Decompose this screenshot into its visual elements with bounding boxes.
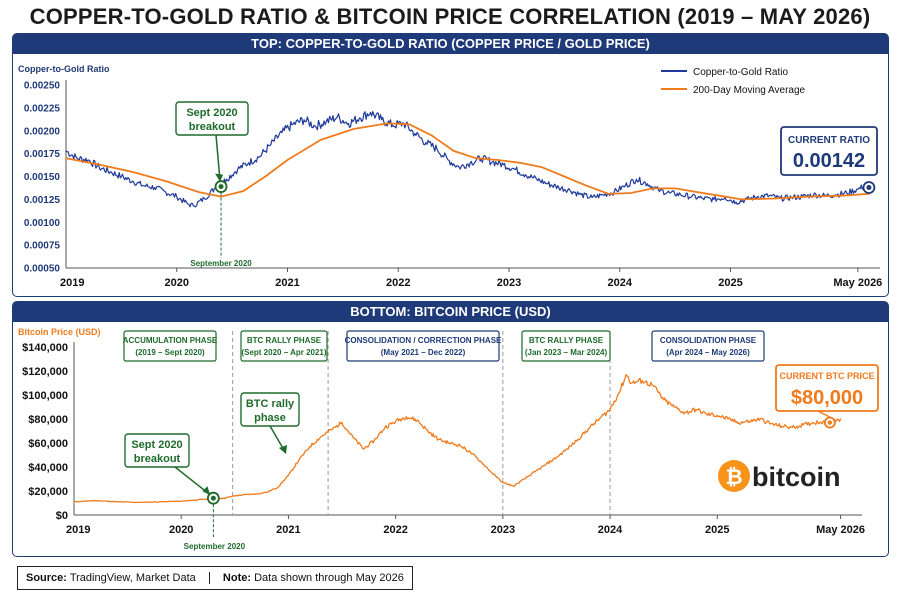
btc-x-tick-label: 2024 <box>598 524 623 536</box>
btc-x-tick-label: 2022 <box>383 524 407 536</box>
ratio-y-tick-label: 0.00175 <box>24 149 61 160</box>
current-ratio-callout-box <box>780 126 878 176</box>
ratio-x-tick-label: 2025 <box>718 277 742 289</box>
btc-breakout-callout-text-0: Sept 2020 <box>131 439 182 451</box>
source-label: Source: <box>26 572 67 584</box>
source-value: TradingView, Market Data <box>69 572 196 584</box>
btc-x-tick-label: 2023 <box>491 524 515 536</box>
page-title: COPPER-TO-GOLD RATIO & BITCOIN PRICE COR… <box>29 4 871 29</box>
note-value: Data shown through May 2026 <box>254 572 404 584</box>
bitcoin-logo-text: bitcoin <box>752 462 841 492</box>
moving-average-line <box>65 122 870 201</box>
current-btc-callout-box <box>775 364 879 412</box>
btc-breakout-callout-text-1: breakout <box>134 453 181 465</box>
ratio-y-tick-label: 0.00075 <box>24 241 61 252</box>
phase-box <box>123 330 217 362</box>
btc-breakout-date: September 2020 <box>184 542 246 551</box>
ratio-series-line <box>65 110 870 208</box>
current-ratio-marker-center <box>866 184 872 190</box>
ratio-x-tick-label: 2024 <box>607 277 632 289</box>
footer-divider <box>208 572 210 585</box>
btc-y-axis-label: Bitcoin Price (USD) <box>18 327 101 337</box>
ratio-y-tick-label: 0.00100 <box>24 218 61 229</box>
phase-box <box>240 330 328 362</box>
bitcoin-logo-icon <box>718 460 750 492</box>
ratio-x-tick-label: 2021 <box>275 277 299 289</box>
ratio-y-tick-label: 0.00200 <box>24 126 61 137</box>
current-ratio-callout-text-0: CURRENT RATIO <box>788 135 870 146</box>
ratio-x-tick-label: 2023 <box>497 277 521 289</box>
btc-breakout-callout-box <box>124 433 190 468</box>
legend-label-ratio: Copper-to-Gold Ratio <box>693 67 788 78</box>
phase-label: CONSOLIDATION / CORRECTION PHASE <box>345 336 502 345</box>
btc-breakout-marker-center <box>210 495 216 501</box>
btc-y-tick-label: $0 <box>56 510 68 522</box>
ratio-breakout-marker-center <box>218 184 224 190</box>
btc-x-tick-label: 2021 <box>276 524 300 536</box>
btc-rally-callout-text-0: BTC rally <box>246 398 295 410</box>
btc-x-tick-label: 2019 <box>66 524 90 536</box>
ratio-x-tick-label: 2022 <box>386 277 410 289</box>
phase-box <box>346 330 500 362</box>
ratio-y-tick-label: 0.00250 <box>24 81 61 92</box>
btc-y-tick-label: $40,000 <box>28 462 68 474</box>
ratio-breakout-arrow <box>215 134 221 181</box>
bitcoin-logo-symbol: ₿ <box>725 465 742 489</box>
ratio-y-axis-label: Copper-to-Gold Ratio <box>18 64 110 74</box>
btc-rally-arrowhead <box>279 445 287 454</box>
current-ratio-value: 0.00142 <box>793 150 865 172</box>
btc-y-tick-label: $140,000 <box>22 342 68 354</box>
current-btc-value: $80,000 <box>791 387 863 409</box>
ratio-breakout-callout-box <box>175 101 249 136</box>
btc-y-tick-label: $80,000 <box>28 414 68 426</box>
btc-breakout-arrow <box>174 466 210 495</box>
current-btc-callout-text-0: CURRENT BTC PRICE <box>779 371 874 381</box>
ratio-y-tick-label: 0.00050 <box>24 264 61 275</box>
phase-range: (Sept 2020 – Apr 2021) <box>241 348 326 357</box>
phase-range: (May 2021 – Dec 2022) <box>381 348 466 357</box>
btc-price-line <box>73 373 842 504</box>
phase-box <box>521 330 611 362</box>
legend-label-ma: 200-Day Moving Average <box>693 85 806 96</box>
btc-y-tick-label: $120,000 <box>22 366 68 378</box>
phase-box <box>651 330 765 362</box>
ratio-x-tick-label: 2020 <box>165 277 189 289</box>
btc-x-tick-label: May 2026 <box>816 524 865 536</box>
phase-label: ACCUMULATION PHASE <box>123 336 218 345</box>
btc-rally-arrow <box>269 425 285 451</box>
btc-x-tick-label: 2020 <box>169 524 193 536</box>
btc-y-tick-label: $100,000 <box>22 390 68 402</box>
btc-y-tick-label: $60,000 <box>28 438 68 450</box>
btc-rally-callout-text-1: phase <box>254 412 286 424</box>
ratio-y-tick-label: 0.00150 <box>24 172 61 183</box>
ratio-panel-title: TOP: COPPER-TO-GOLD RATIO (COPPER PRICE … <box>13 34 888 54</box>
btc-breakout-arrowhead <box>202 486 211 496</box>
phase-label: BTC RALLY PHASE <box>529 336 604 345</box>
ratio-y-tick-label: 0.00225 <box>24 103 61 114</box>
ratio-x-tick-label: 2019 <box>60 277 84 289</box>
phase-range: (Jan 2023 – Mar 2024) <box>525 348 608 357</box>
phase-range: (2019 – Sept 2020) <box>135 348 205 357</box>
ratio-breakout-date: September 2020 <box>190 259 252 268</box>
ratio-breakout-arrowhead <box>215 173 224 182</box>
phase-range: (Apr 2024 – May 2026) <box>666 348 750 357</box>
ratio-breakout-callout-text-1: breakout <box>189 121 236 133</box>
ratio-breakout-callout-text-0: Sept 2020 <box>186 107 237 119</box>
ratio-y-tick-label: 0.00125 <box>24 195 61 206</box>
footer-note: Source: TradingView, Market Data Note: D… <box>17 566 413 590</box>
ratio-x-tick-label: May 2026 <box>833 277 882 289</box>
current-btc-marker-center <box>827 420 833 425</box>
phase-label: BTC RALLY PHASE <box>247 336 322 345</box>
phase-label: CONSOLIDATION PHASE <box>660 336 757 345</box>
note-label: Note: <box>222 572 252 584</box>
btc-y-tick-label: $20,000 <box>28 486 68 498</box>
btc-x-tick-label: 2025 <box>705 524 729 536</box>
btc-panel-title: BOTTOM: BITCOIN PRICE (USD) <box>13 302 888 322</box>
